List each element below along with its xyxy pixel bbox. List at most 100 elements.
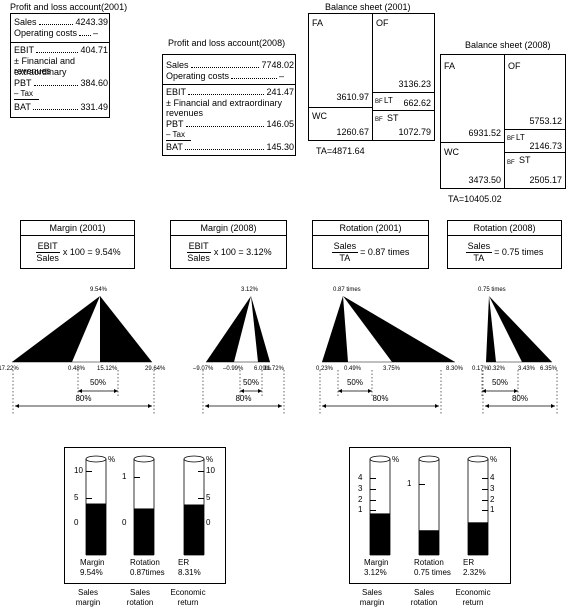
gauge-tick-mark [198, 497, 204, 499]
gauge-tick-label: 0 [206, 518, 211, 528]
fan-base-label: 11.72% [264, 366, 284, 372]
gauge-value: 0.87times [130, 568, 165, 577]
sales-label: Sales [166, 60, 189, 70]
st-label: ST [519, 155, 531, 165]
gauge-tick-mark [86, 470, 92, 472]
fa-value: 6931.52 [468, 128, 501, 138]
pbt-value: 384.60 [80, 78, 108, 88]
fan-left-wedge [12, 296, 100, 362]
ratio-result: = 0.75 times [494, 246, 544, 257]
ratio-formula-box: Sales TA = 0.75 times [447, 235, 562, 269]
gauge-value: 3.12% [364, 568, 387, 577]
bs2001-st-box: BF ST 1072.79 [372, 110, 435, 141]
bs2001-fa-box: FA 3610.97 [308, 13, 373, 108]
ratio-numerator: Sales [465, 240, 493, 253]
ratio-result: x 100 = 3.12% [213, 246, 272, 257]
tax-label: – Tax [14, 89, 33, 98]
gauge-tick-label: 2 [358, 494, 363, 504]
gauge-label: ER [178, 558, 190, 567]
fan-base-label: 0.17% [472, 366, 490, 372]
gauge-tick-mark [86, 497, 92, 499]
ratio-fraction: Sales TA [331, 241, 359, 264]
bs2001-of-box: OF 3136.23 [372, 13, 435, 93]
fan-50-arrowhead-left [78, 389, 82, 393]
opcost-value: – [92, 28, 98, 38]
fan-base-label: 15.12% [97, 366, 118, 372]
gauge-tick-mark [86, 523, 92, 525]
gauge-tick-mark [419, 483, 425, 485]
ratio-title-box: Margin (2008) [170, 220, 287, 236]
bs2008-title: Balance sheet (2008) [465, 40, 551, 50]
gauge-tick-mark [370, 477, 376, 479]
bf-label: BF [375, 99, 383, 105]
fan-50-arrowhead-right [368, 389, 372, 393]
gauge-tick-mark [482, 510, 488, 512]
gauge-percent-sign: % [392, 455, 400, 464]
pl2008-title: Profit and loss account(2008) [168, 38, 286, 48]
gauge-label: ER [463, 558, 475, 567]
fan-base-label: 0.49% [344, 366, 362, 372]
lt-label: LT [516, 133, 525, 142]
ebit-value: 404.71 [80, 45, 108, 55]
gauge-tick-mark [198, 523, 204, 525]
gauge-tick-label: 0 [122, 518, 127, 528]
gauge-tick-mark [370, 499, 376, 501]
fan-80-arrowhead-left [205, 404, 209, 408]
st-value: 2505.17 [529, 175, 562, 185]
fan-right-wedge [343, 296, 455, 362]
of-label: OF [376, 18, 389, 28]
bs2001-title: Balance sheet (2001) [325, 2, 411, 12]
bs2001-lt-box: BF LT 662.62 [372, 92, 435, 111]
ratio-denominator: Sales [187, 252, 210, 263]
fan-base-label: 3.43% [518, 366, 536, 372]
fin-label-2: revenues [166, 108, 204, 118]
pl2001-box: Sales 4243.39 Operating costs – EBIT 404.71… [10, 13, 110, 118]
fan-50-arrowhead-left [338, 389, 342, 393]
gauge-tick-mark [134, 476, 140, 478]
fan-right-wedge [489, 296, 552, 362]
pl2008-divider [163, 84, 295, 85]
gauge-caption: Sales rotation [410, 588, 438, 607]
gauge-label: Margin [364, 558, 389, 567]
ratio-title: Margin (2001) [49, 223, 106, 233]
gauge-tick-label: 1 [490, 505, 495, 515]
pl2001-tax-line [14, 99, 39, 100]
bs2008-lt-box: BF LT 2146.73 [504, 129, 566, 153]
bs2008-of-box: OF 5753.12 [504, 54, 566, 130]
pl2001-title: Profit and loss account(2001) [10, 2, 128, 12]
fan-left-wedge [206, 296, 251, 362]
bs2008-st-box: BF ST 2505.17 [504, 152, 566, 189]
gauge-percent-sign: % [108, 455, 116, 464]
gauge-value: 9.54% [80, 568, 103, 577]
ratio-title: Margin (2008) [200, 223, 257, 233]
gauge-tick-label: 0 [74, 518, 79, 528]
fin-label-2: revenues [14, 66, 52, 76]
gauge-tick-label: 5 [206, 492, 211, 502]
ratio-title: Rotation (2008) [473, 223, 536, 233]
gauge-percent-sign: % [206, 455, 214, 464]
pl2001-opcost-row: Operating costs – [14, 28, 108, 39]
pl2008-ebit-row: EBIT 241.47 [166, 87, 294, 98]
opcost-value: – [278, 71, 284, 81]
pl2008-bat-row: BAT 145.30 [166, 142, 294, 153]
fan-80-label: 80% [75, 394, 92, 403]
of-value: 5753.12 [529, 116, 562, 126]
pl2001-sales-row: Sales 4243.39 [14, 17, 108, 28]
gauge-tick-label: 1 [122, 471, 127, 481]
wc-label: WC [444, 147, 459, 157]
bs2008-ta: TA=10405.02 [448, 194, 502, 204]
bat-label: BAT [14, 102, 31, 112]
gauge-tick-label: 4 [490, 472, 495, 482]
bs2001-wc-box: WC 1260.67 [308, 107, 373, 141]
gauge-tick-mark [482, 499, 488, 501]
sales-value: 7748.02 [261, 60, 294, 70]
sales-value: 4243.39 [75, 17, 108, 27]
bf-label: BF [375, 117, 383, 123]
bs2008-wc-box: WC 3473.50 [440, 142, 505, 189]
wc-value: 3473.50 [468, 175, 501, 185]
pl2001-bat-row: BAT 331.49 [14, 102, 108, 113]
ratio-fraction: EBIT Sales [34, 241, 61, 264]
fan-right-wedge [100, 296, 152, 362]
pl2001-divider [11, 42, 109, 43]
st-label: ST [387, 113, 399, 123]
